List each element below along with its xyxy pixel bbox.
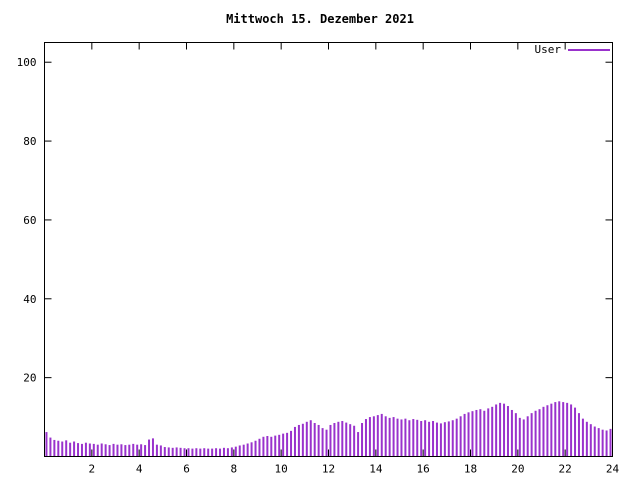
svg-text:20: 20: [511, 463, 524, 476]
svg-text:20: 20: [23, 372, 36, 385]
svg-text:4: 4: [136, 463, 143, 476]
svg-text:40: 40: [23, 293, 36, 306]
chart-title: Mittwoch 15. Dezember 2021: [226, 12, 414, 26]
svg-text:14: 14: [369, 463, 383, 476]
legend-line-user: [568, 48, 610, 51]
svg-text:6: 6: [183, 463, 190, 476]
svg-text:12: 12: [322, 463, 335, 476]
svg-text:60: 60: [23, 214, 36, 227]
svg-text:2: 2: [89, 463, 96, 476]
svg-text:100: 100: [17, 56, 37, 69]
legend-label-user: User: [534, 43, 562, 56]
svg-text:10: 10: [275, 463, 288, 476]
svg-text:22: 22: [559, 463, 572, 476]
svg-text:80: 80: [23, 135, 36, 148]
svg-text:8: 8: [231, 463, 238, 476]
svg-text:16: 16: [417, 463, 430, 476]
svg-text:24: 24: [606, 463, 620, 476]
legend: User: [534, 43, 610, 56]
svg-text:18: 18: [464, 463, 477, 476]
